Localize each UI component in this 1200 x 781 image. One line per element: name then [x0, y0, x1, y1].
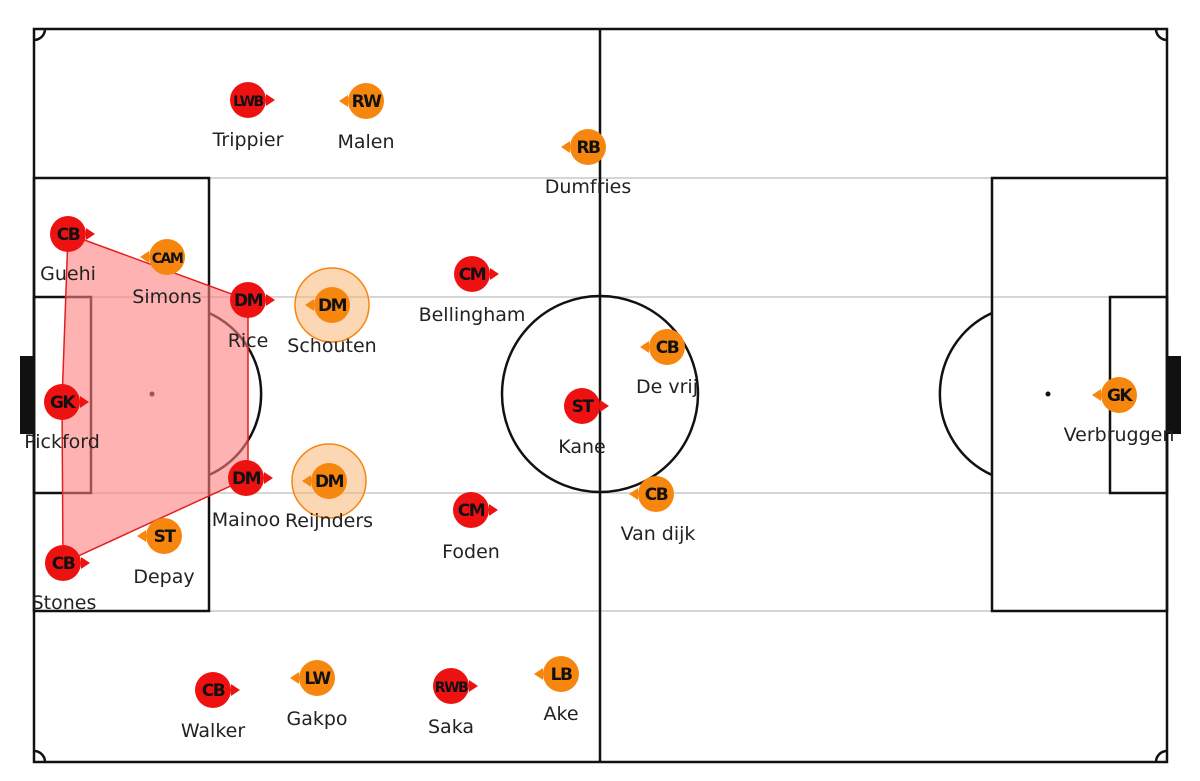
player-van-dijk[interactable]: CB Van dijk [621, 476, 696, 545]
team-b-players: RW Malen RB Dumfries CAM Simons DM Schou… [132, 83, 1174, 730]
role-label: GK [50, 393, 76, 413]
player-name: Malen [337, 131, 394, 153]
player-depay[interactable]: ST Depay [133, 518, 195, 588]
role-label: RW [352, 92, 383, 112]
player-schouten[interactable]: DM Schouten [287, 287, 377, 357]
corner-arc-top-right [1154, 28, 1168, 42]
player-name: Bellingham [419, 304, 526, 326]
role-label: ST [572, 397, 595, 417]
player-name: Ake [543, 703, 578, 725]
player-name: Verbruggen [1064, 424, 1175, 446]
right-penalty-arc [938, 311, 993, 477]
player-malen[interactable]: RW Malen [337, 83, 395, 153]
player-name: Reijnders [285, 510, 373, 532]
centre-circle [500, 294, 700, 494]
role-label: DM [315, 472, 344, 492]
player-name: Van dijk [621, 523, 696, 545]
player-name: Depay [133, 566, 194, 588]
role-label: LW [304, 669, 331, 689]
player-gakpo[interactable]: LW Gakpo [286, 660, 348, 730]
role-label: LWB [233, 94, 263, 110]
right-penalty-spot [1045, 391, 1051, 397]
right-penalty-area [990, 176, 1169, 613]
role-label: RB [576, 138, 600, 158]
player-dumfries[interactable]: RB Dumfries [545, 129, 632, 198]
player-foden[interactable]: CM Foden [442, 492, 500, 563]
right-goal [1167, 356, 1181, 434]
role-label: CAM [152, 251, 183, 267]
role-label: DM [232, 469, 261, 489]
player-simons[interactable]: CAM Simons [132, 239, 202, 308]
player-name: Dumfries [545, 176, 632, 198]
player-pickford[interactable]: GK Pickford [24, 384, 100, 453]
role-label: DM [234, 291, 263, 311]
player-rice[interactable]: DM Rice [228, 282, 275, 352]
corner-arc-bottom-left [33, 749, 47, 763]
player-name: De vrij [636, 376, 698, 398]
role-label: LB [551, 665, 572, 685]
player-name: Pickford [24, 431, 100, 453]
player-bellingham[interactable]: CM Bellingham [419, 256, 526, 326]
role-label: CM [458, 501, 485, 521]
corner-arc-top-left [33, 28, 47, 42]
player-stones[interactable]: CB Stones [32, 545, 97, 614]
role-label: DM [318, 296, 347, 316]
role-label: GK [1107, 386, 1133, 406]
player-name: Simons [132, 286, 201, 308]
player-name: Guehi [40, 263, 96, 285]
player-mainoo[interactable]: DM Mainoo [212, 460, 281, 531]
player-kane[interactable]: ST Kane [558, 388, 609, 458]
role-label: CB [202, 681, 225, 701]
player-name: Walker [181, 720, 246, 742]
player-name: Foden [442, 541, 500, 563]
role-label: CM [459, 265, 486, 285]
player-guehi[interactable]: CB Guehi [40, 216, 96, 285]
player-name: Trippier [212, 129, 284, 151]
role-label: RWB [435, 680, 468, 696]
player-saka[interactable]: RWB Saka [428, 668, 478, 738]
role-label: CB [645, 485, 668, 505]
player-name: Rice [228, 330, 269, 352]
player-name: Kane [558, 436, 606, 458]
role-label: ST [154, 527, 177, 547]
role-label: CB [656, 338, 679, 358]
role-label: CB [57, 225, 80, 245]
player-de-vrij[interactable]: CB De vrij [636, 329, 698, 398]
team-a-players: LWB Trippier CB Guehi DM Rice CM Belling… [24, 82, 609, 742]
player-verbruggen[interactable]: GK Verbruggen [1064, 377, 1175, 446]
corner-arc-bottom-right [1154, 749, 1168, 763]
player-trippier[interactable]: LWB Trippier [212, 82, 284, 151]
player-reijnders[interactable]: DM Reijnders [285, 463, 373, 532]
player-name: Saka [428, 716, 474, 738]
player-walker[interactable]: CB Walker [181, 672, 246, 742]
role-label: CB [52, 554, 75, 574]
player-name: Gakpo [286, 708, 347, 730]
player-name: Stones [32, 592, 97, 614]
player-ake[interactable]: LB Ake [534, 656, 579, 725]
left-goal [20, 356, 34, 434]
player-name: Schouten [287, 335, 376, 357]
player-name: Mainoo [212, 509, 281, 531]
